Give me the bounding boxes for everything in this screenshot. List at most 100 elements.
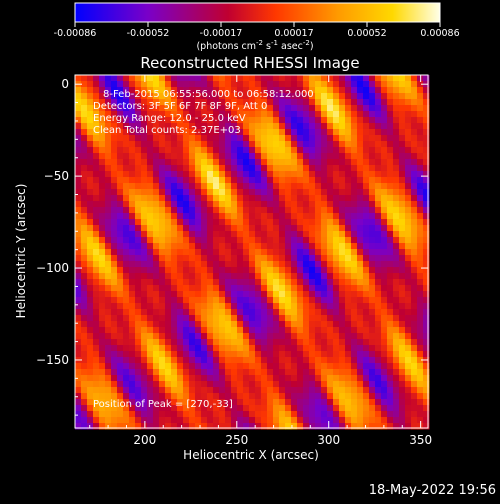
heatmap-cell bbox=[249, 315, 256, 322]
heatmap-cell bbox=[117, 201, 124, 208]
heatmap-cell bbox=[255, 285, 262, 292]
heatmap-cell bbox=[171, 207, 178, 214]
heatmap-cell bbox=[207, 405, 214, 412]
heatmap-cell bbox=[375, 273, 382, 280]
heatmap-cell bbox=[207, 99, 214, 106]
heatmap-cell bbox=[261, 411, 268, 418]
heatmap-cell bbox=[183, 369, 190, 376]
heatmap-cell bbox=[267, 411, 274, 418]
heatmap-cell bbox=[159, 183, 166, 190]
heatmap-cell bbox=[315, 147, 322, 154]
heatmap-cell bbox=[345, 171, 352, 178]
heatmap-cell bbox=[291, 249, 298, 256]
heatmap-cell bbox=[219, 381, 226, 388]
heatmap-cell bbox=[117, 213, 124, 220]
heatmap-cell bbox=[117, 231, 124, 238]
heatmap-cell bbox=[423, 369, 430, 376]
heatmap-cell bbox=[381, 249, 388, 256]
heatmap-cell bbox=[201, 135, 208, 142]
colorbar-tick-label: 0.00086 bbox=[420, 28, 459, 39]
heatmap-cell bbox=[327, 141, 334, 148]
heatmap-cell bbox=[327, 369, 334, 376]
heatmap-cell bbox=[165, 261, 172, 268]
heatmap-cell bbox=[339, 147, 346, 154]
heatmap-cell bbox=[219, 75, 226, 82]
heatmap-cell bbox=[195, 105, 202, 112]
heatmap-cell bbox=[369, 243, 376, 250]
heatmap-cell bbox=[123, 357, 130, 364]
heatmap-cell bbox=[99, 81, 106, 88]
heatmap-cell bbox=[219, 333, 226, 340]
heatmap-cell bbox=[111, 201, 118, 208]
heatmap-cell bbox=[363, 279, 370, 286]
heatmap-cell bbox=[237, 81, 244, 88]
heatmap-cell bbox=[87, 135, 94, 142]
heatmap-cell bbox=[195, 333, 202, 340]
heatmap-cell bbox=[75, 99, 82, 106]
heatmap-cell bbox=[369, 147, 376, 154]
heatmap-cell bbox=[237, 327, 244, 334]
heatmap-cell bbox=[399, 333, 406, 340]
heatmap-cell bbox=[219, 327, 226, 334]
heatmap-cell bbox=[207, 81, 214, 88]
heatmap-cell bbox=[381, 153, 388, 160]
heatmap-cell bbox=[75, 309, 82, 316]
heatmap-cell bbox=[165, 267, 172, 274]
heatmap-cell bbox=[249, 381, 256, 388]
heatmap-cell bbox=[291, 93, 298, 100]
heatmap-cell bbox=[171, 393, 178, 400]
heatmap-cell bbox=[99, 315, 106, 322]
heatmap-cell bbox=[237, 393, 244, 400]
heatmap-cell bbox=[135, 261, 142, 268]
heatmap-cell bbox=[207, 231, 214, 238]
heatmap-cell bbox=[273, 315, 280, 322]
heatmap-cell bbox=[369, 177, 376, 184]
heatmap-cell bbox=[99, 267, 106, 274]
heatmap-cell bbox=[303, 369, 310, 376]
heatmap-cell bbox=[81, 267, 88, 274]
heatmap-cell bbox=[231, 363, 238, 370]
heatmap-cell bbox=[339, 273, 346, 280]
heatmap-cell bbox=[327, 255, 334, 262]
heatmap-cell bbox=[207, 261, 214, 268]
heatmap-cell bbox=[195, 393, 202, 400]
heatmap-cell bbox=[225, 201, 232, 208]
heatmap-cell bbox=[201, 195, 208, 202]
heatmap-cell bbox=[399, 153, 406, 160]
heatmap-cell bbox=[129, 165, 136, 172]
heatmap-cell bbox=[165, 417, 172, 424]
heatmap-cell bbox=[393, 333, 400, 340]
heatmap-cell bbox=[393, 219, 400, 226]
heatmap-cell bbox=[309, 111, 316, 118]
heatmap-cell bbox=[411, 363, 418, 370]
heatmap-cell bbox=[231, 171, 238, 178]
heatmap-cell bbox=[237, 369, 244, 376]
heatmap-cell bbox=[273, 261, 280, 268]
heatmap-cell bbox=[417, 99, 424, 106]
heatmap-cell bbox=[207, 201, 214, 208]
heatmap-cell bbox=[111, 177, 118, 184]
heatmap-cell bbox=[279, 159, 286, 166]
heatmap-cell bbox=[147, 195, 154, 202]
heatmap-cell bbox=[237, 405, 244, 412]
heatmap-cell bbox=[267, 297, 274, 304]
heatmap-cell bbox=[183, 189, 190, 196]
heatmap-cell bbox=[165, 99, 172, 106]
heatmap-cell bbox=[123, 375, 130, 382]
heatmap-cell bbox=[255, 303, 262, 310]
heatmap-cell bbox=[255, 99, 262, 106]
heatmap-cell bbox=[141, 147, 148, 154]
heatmap-cell bbox=[333, 327, 340, 334]
heatmap-cell bbox=[159, 219, 166, 226]
heatmap-cell bbox=[195, 369, 202, 376]
heatmap-cell bbox=[231, 405, 238, 412]
heatmap-cell bbox=[369, 219, 376, 226]
heatmap-cell bbox=[411, 141, 418, 148]
heatmap-cell bbox=[315, 243, 322, 250]
heatmap-cell bbox=[399, 309, 406, 316]
heatmap-cell bbox=[345, 315, 352, 322]
heatmap-cell bbox=[267, 111, 274, 118]
heatmap-cell bbox=[141, 183, 148, 190]
heatmap-cell bbox=[387, 417, 394, 424]
heatmap-cell bbox=[75, 321, 82, 328]
